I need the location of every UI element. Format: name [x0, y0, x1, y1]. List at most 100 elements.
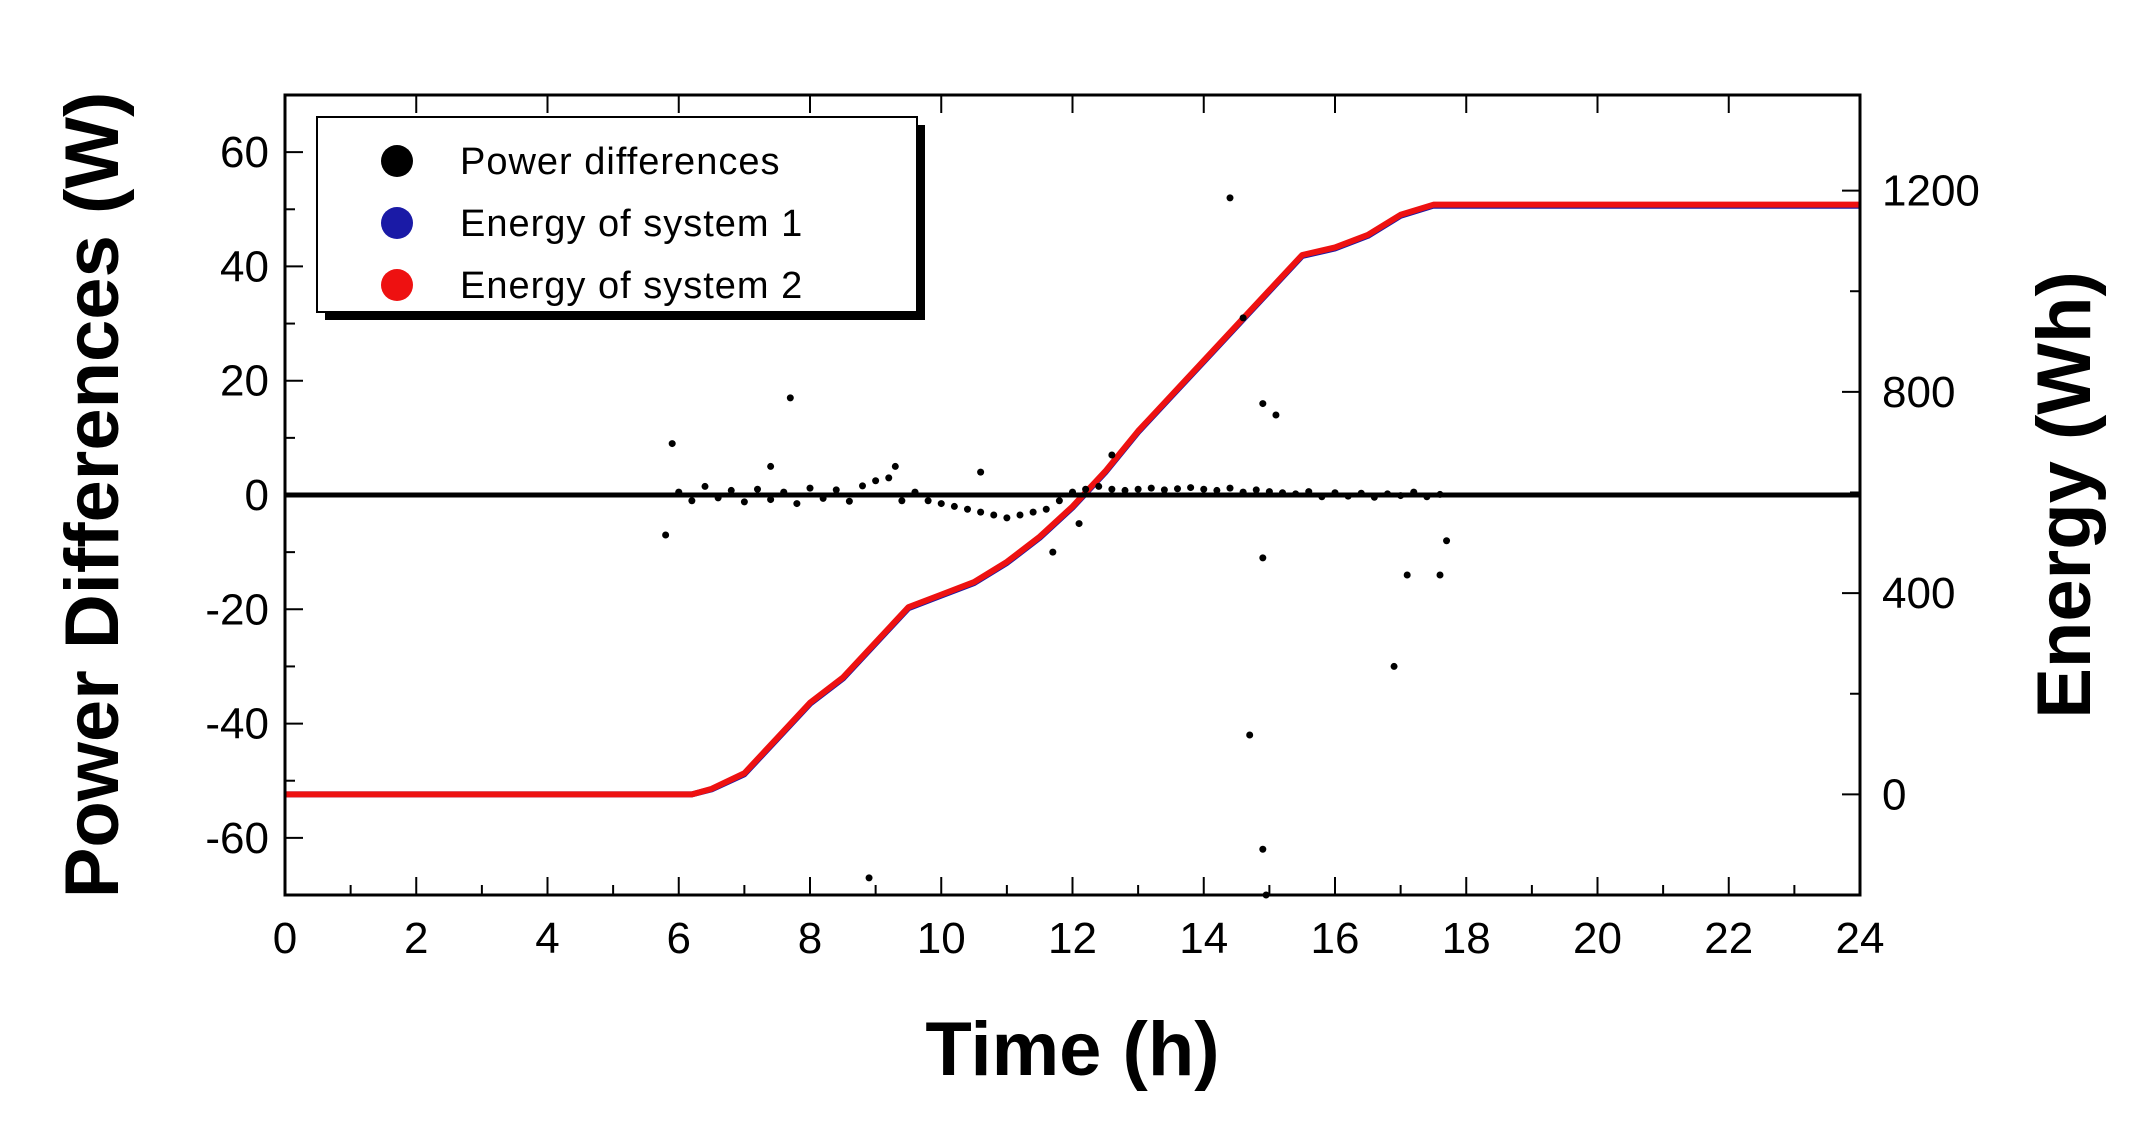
power-outlier-point [1246, 731, 1254, 739]
x-tick-label: 18 [1442, 914, 1491, 963]
power-outlier-point [1436, 571, 1444, 579]
x-tick-label: 12 [1048, 914, 1097, 963]
tick-labels-layer: 0 2 4 6 8 10 12 14 16 18 20 22 24-60-40-200204060040… [205, 128, 1979, 963]
y-right-tick-label: 1200 [1882, 167, 1980, 216]
power-point [1239, 488, 1247, 496]
y-left-tick-label: -60 [205, 814, 269, 863]
power-point [767, 496, 775, 504]
x-tick-label: 24 [1836, 914, 1885, 963]
power-point [1213, 486, 1221, 494]
y-right-tick-label: 400 [1882, 569, 1955, 618]
x-tick-label: 20 [1573, 914, 1622, 963]
power-point [806, 484, 814, 492]
power-point [937, 500, 945, 508]
power-point [924, 497, 932, 505]
power-point [754, 485, 761, 493]
y-left-tick-label: -20 [205, 585, 269, 634]
power-outlier-point [1390, 662, 1398, 670]
power-point [1121, 486, 1129, 494]
power-point [1069, 488, 1076, 496]
legend-marker [381, 145, 413, 177]
power-point [1160, 486, 1168, 494]
power-outlier-point [1403, 571, 1411, 579]
power-point [727, 486, 735, 494]
y-left-tick-label: -40 [205, 700, 269, 749]
power-point [1423, 493, 1431, 501]
power-outlier-point [767, 462, 775, 470]
power-point [1370, 493, 1378, 501]
x-tick-label: 8 [798, 914, 822, 963]
power-point [1384, 490, 1391, 498]
power-point [898, 497, 906, 505]
power-outlier-point [1443, 537, 1451, 545]
power-point [977, 508, 985, 516]
legend-box [316, 116, 918, 313]
y-left-tick-label: 40 [220, 242, 269, 291]
power-point [780, 488, 788, 496]
power-outlier-point [1075, 520, 1083, 528]
y-left-tick-label: 60 [220, 128, 269, 177]
power-point [1187, 484, 1195, 492]
power-point [859, 482, 866, 490]
power-point [1305, 488, 1313, 496]
power-point [688, 497, 696, 505]
x-tick-label: 22 [1704, 914, 1753, 963]
legend-marker [381, 207, 413, 239]
power-point [1174, 485, 1181, 493]
power-point [1095, 482, 1103, 490]
power-point [1003, 514, 1011, 522]
y-axis-left-title: Power Differences (W) [50, 92, 135, 899]
power-point [701, 482, 709, 490]
power-point [740, 498, 748, 506]
power-outlier-point [1259, 554, 1267, 562]
data-layer [285, 194, 1860, 899]
power-point [1042, 505, 1050, 513]
power-outlier-point [1108, 451, 1116, 459]
x-tick-label: 0 [273, 914, 297, 963]
power-point [1397, 492, 1405, 500]
power-point [1016, 511, 1024, 519]
power-point [1331, 489, 1339, 497]
power-point [1265, 488, 1273, 496]
power-point [1410, 488, 1418, 496]
power-point [1029, 508, 1037, 516]
power-outlier-point [891, 462, 899, 470]
power-point [872, 477, 880, 485]
power-point [1436, 490, 1444, 498]
plot-frame [283, 93, 1862, 897]
power-outlier-point [865, 874, 873, 882]
power-point [675, 488, 683, 496]
power-point [964, 505, 971, 513]
power-point [1279, 489, 1286, 497]
legend-marker [381, 269, 413, 301]
power-outlier-point [977, 468, 985, 476]
x-tick-label: 16 [1311, 914, 1360, 963]
power-point [793, 500, 801, 508]
power-outlier-point [1226, 194, 1234, 202]
y-right-tick-label: 800 [1882, 368, 1955, 417]
power-point [1134, 485, 1142, 493]
power-outlier-point [1259, 400, 1267, 408]
power-point [1226, 484, 1234, 492]
power-point [990, 511, 998, 519]
power-point [832, 486, 840, 494]
power-point [885, 474, 893, 482]
x-tick-label: 14 [1179, 914, 1228, 963]
power-point [1200, 485, 1208, 493]
power-outlier-point [668, 440, 676, 448]
power-outlier-point [662, 531, 670, 539]
y-left-tick-label: 0 [245, 471, 269, 520]
power-point [1252, 486, 1260, 494]
power-point [950, 502, 958, 510]
energy-line [285, 201, 1860, 798]
power-point [845, 497, 853, 505]
x-tick-label: 10 [917, 914, 966, 963]
power-outlier-point [786, 394, 794, 402]
legend-label: Energy of system 1 [460, 203, 803, 245]
power-point [1344, 492, 1352, 500]
x-tick-label: 2 [404, 914, 428, 963]
power-point [1318, 493, 1326, 501]
power-point [1082, 485, 1090, 493]
power-point [1055, 497, 1063, 505]
